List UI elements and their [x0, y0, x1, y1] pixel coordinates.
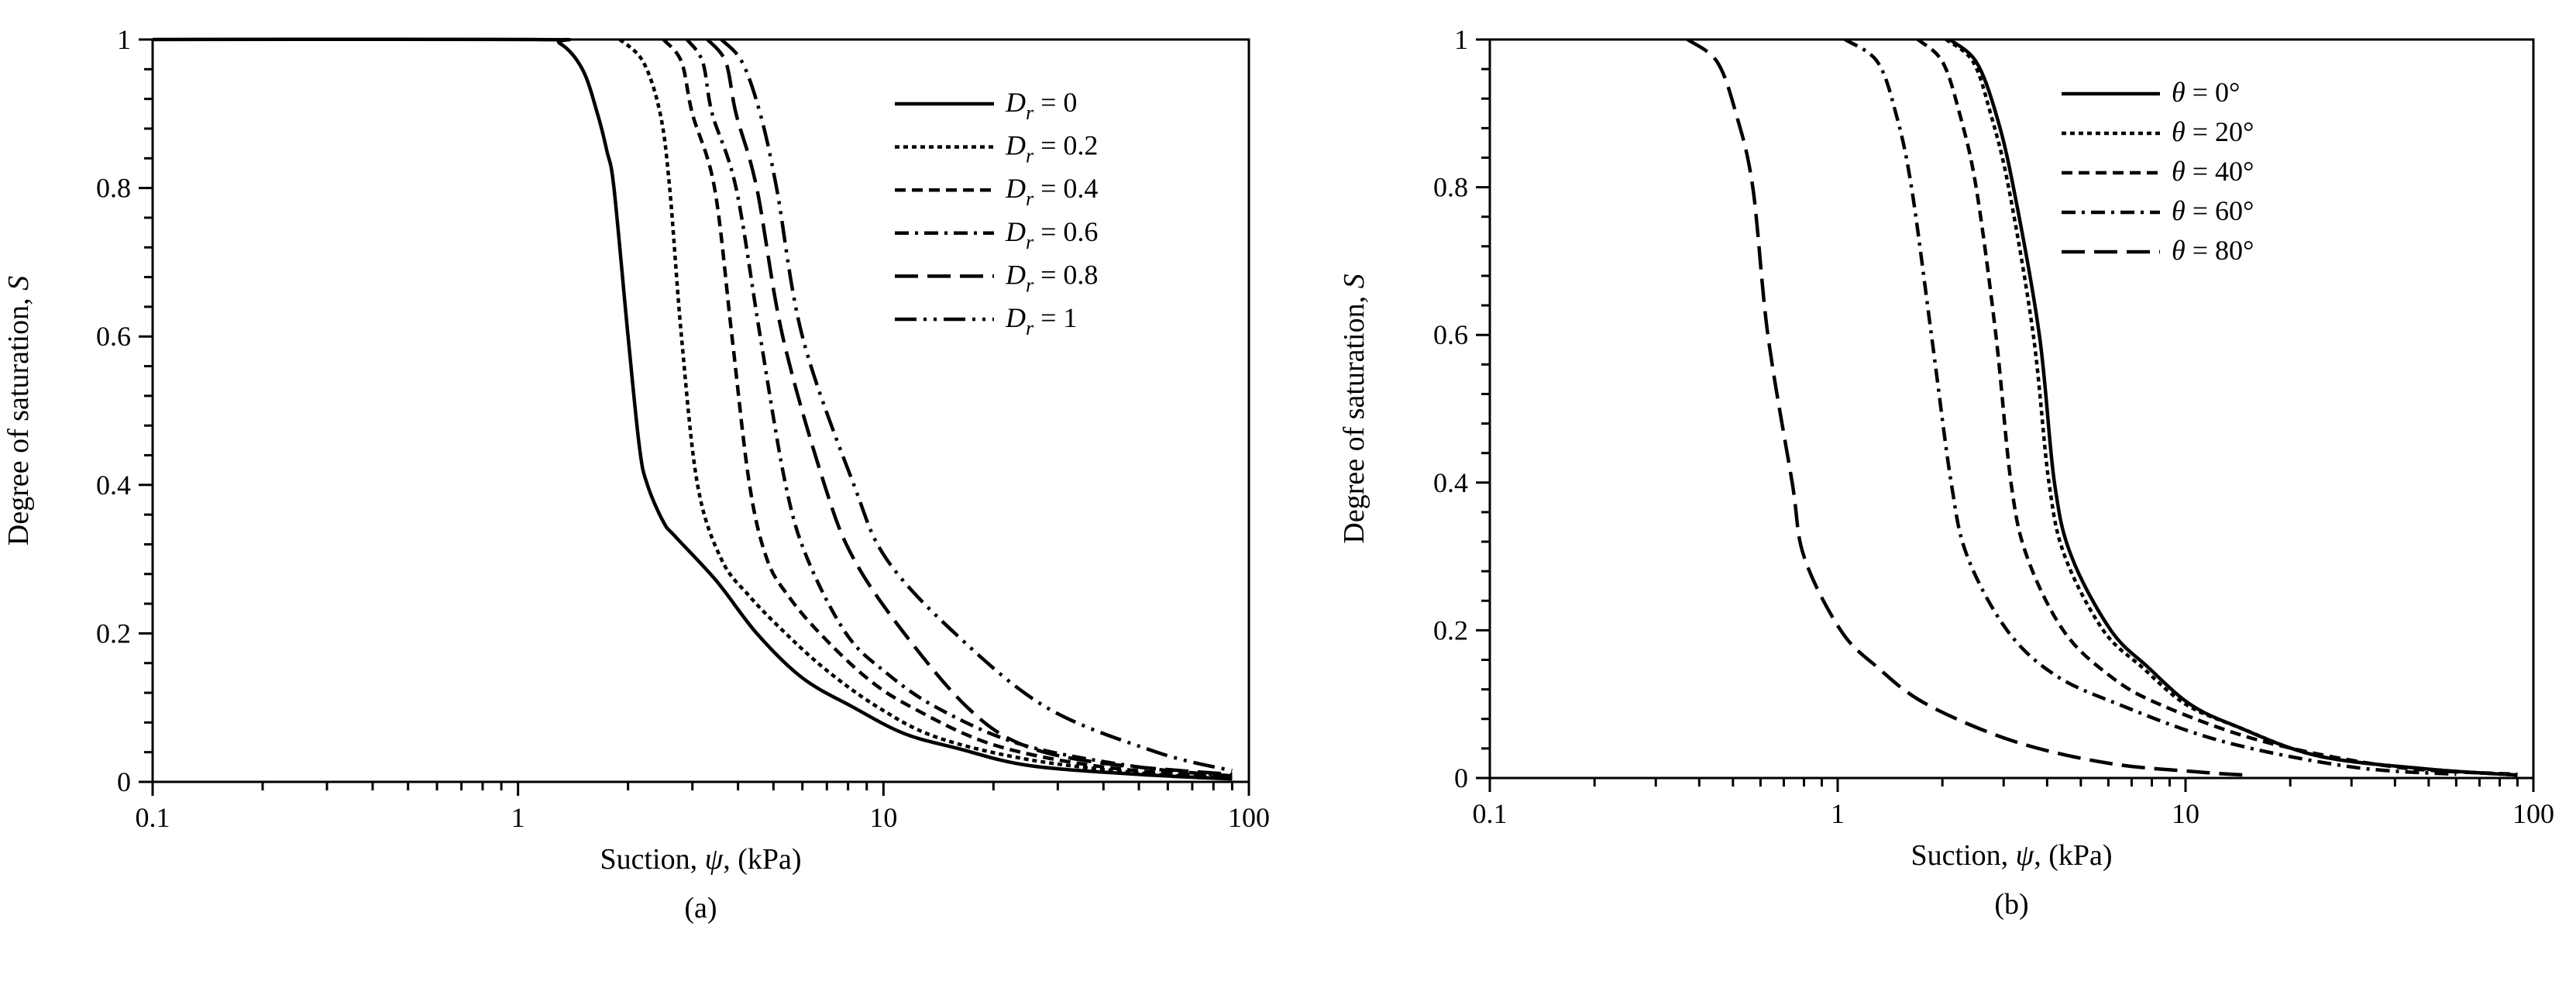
x-tick-label: 1: [1831, 798, 1845, 829]
legend-label: Dr = 1: [1005, 302, 1077, 339]
x-tick-label: 100: [2512, 798, 2554, 829]
y-tick-label: 0: [1454, 763, 1468, 793]
x-axis-title-post: , (kPa): [2034, 839, 2112, 872]
x-axis-title-sym: ψ: [2016, 839, 2035, 872]
y-axis-title-sym: S: [2, 276, 35, 291]
y-tick-label: 0.8: [1433, 172, 1468, 203]
x-tick-label: 1: [511, 802, 525, 833]
legend-value: = 0.8: [1033, 259, 1098, 290]
y-tick-label: 0.6: [96, 321, 131, 352]
legend-symbol: θ: [2172, 116, 2186, 147]
series-line-2: [662, 38, 1233, 780]
legend-value: = 1: [1033, 302, 1077, 333]
x-axis-title-post: , (kPa): [723, 843, 801, 876]
legend-label: θ = 60°: [2172, 195, 2254, 226]
legend-label: θ = 20°: [2172, 116, 2254, 147]
y-tick-label: 1: [117, 24, 131, 55]
x-axis-title: Suction, ψ, (kPa): [1911, 839, 2112, 872]
legend-symbol: D: [1005, 173, 1026, 204]
legend-symbol: θ: [2172, 195, 2186, 226]
legend-value: = 40°: [2186, 156, 2254, 187]
legend-symbol: D: [1005, 259, 1026, 290]
y-tick-label: 1: [1454, 24, 1468, 55]
y-axis-title-pre: Degree of saturation,: [2, 291, 35, 546]
plot-frame: [1488, 38, 2535, 780]
series-line-3: [1844, 38, 2457, 776]
legend-value: = 20°: [2186, 116, 2254, 147]
x-tick-label: 10: [2172, 798, 2199, 829]
legend-subscript: r: [1026, 317, 1034, 339]
legend-symbol: θ: [2172, 77, 2186, 108]
legend-value: = 80°: [2186, 235, 2254, 266]
x-axis-title-pre: Suction,: [1911, 839, 2015, 872]
legend-symbol: D: [1005, 302, 1026, 333]
legend-label: Dr = 0.6: [1005, 216, 1098, 253]
x-axis-title: Suction, ψ, (kPa): [600, 843, 801, 876]
legend-subscript: r: [1026, 274, 1034, 296]
legend-label: Dr = 0.4: [1005, 173, 1098, 210]
legend-subscript: r: [1026, 188, 1034, 210]
legend-value: = 0°: [2186, 77, 2241, 108]
legend-subscript: r: [1026, 145, 1034, 167]
legend-value: = 0: [1033, 87, 1077, 118]
y-tick-label: 0.6: [1433, 319, 1468, 350]
legend-value: = 0.6: [1033, 216, 1098, 247]
x-tick-label: 100: [1228, 802, 1270, 833]
legend-symbol: θ: [2172, 156, 2186, 187]
legend-label: θ = 80°: [2172, 235, 2254, 266]
legend-label: Dr = 0.8: [1005, 259, 1098, 296]
series-line-4: [706, 38, 1233, 776]
series-line-5: [720, 38, 1233, 773]
chart-panel-a: 0.1 1 10 100 0 0.2 0.4 0.6 0.8 1 Suction, ψ, (kPa)…: [2, 24, 1270, 924]
chart-panel-b: 0.1 1 10 100 0 0.2 0.4 0.6 0.8 1 Suction, ψ, (kPa)…: [1338, 24, 2554, 921]
legend-label: θ = 40°: [2172, 156, 2254, 187]
y-tick-label: 0: [117, 766, 131, 797]
legend-symbol: D: [1005, 216, 1026, 247]
legend-value: = 60°: [2186, 195, 2254, 226]
y-tick-label: 0.2: [96, 618, 131, 649]
series-line-1: [618, 38, 1233, 780]
series-line-1: [1945, 38, 2518, 777]
x-tick-label: 0.1: [136, 802, 170, 833]
y-axis-title: Degree of saturation, S: [2, 276, 35, 546]
series-line-3: [685, 38, 1233, 778]
y-axis-title-sym: S: [1338, 274, 1371, 288]
legend-label: Dr = 0.2: [1005, 130, 1098, 167]
legend-symbol: θ: [2172, 235, 2186, 266]
series-line-0: [153, 37, 1233, 781]
legend-value: = 0.2: [1033, 130, 1098, 161]
legend-symbol: D: [1005, 87, 1026, 118]
legend-subscript: r: [1026, 102, 1034, 124]
panel-label: (b): [1994, 888, 2028, 921]
x-tick-label: 10: [869, 802, 897, 833]
y-axis-title-pre: Degree of saturation,: [1338, 288, 1371, 543]
series-line-2: [1916, 38, 2518, 776]
y-tick-label: 0.4: [96, 470, 131, 501]
series-line-0: [1948, 38, 2518, 777]
y-tick-label: 0.2: [1433, 614, 1468, 645]
x-axis-title-sym: ψ: [705, 843, 724, 876]
x-axis-title-pre: Suction,: [600, 843, 704, 876]
y-axis-title: Degree of saturation, S: [1338, 274, 1371, 543]
series-line-4: [1686, 38, 2248, 777]
y-tick-label: 0.8: [96, 173, 131, 204]
x-tick-label: 0.1: [1473, 798, 1508, 829]
panel-label: (a): [684, 892, 717, 924]
legend-symbol: D: [1005, 130, 1026, 161]
legend-label: θ = 0°: [2172, 77, 2240, 108]
plot-frame: [151, 38, 1250, 783]
legend-subscript: r: [1026, 231, 1034, 253]
legend-value: = 0.4: [1033, 173, 1098, 204]
legend-label: Dr = 0: [1005, 87, 1077, 124]
y-tick-label: 0.4: [1433, 467, 1468, 498]
